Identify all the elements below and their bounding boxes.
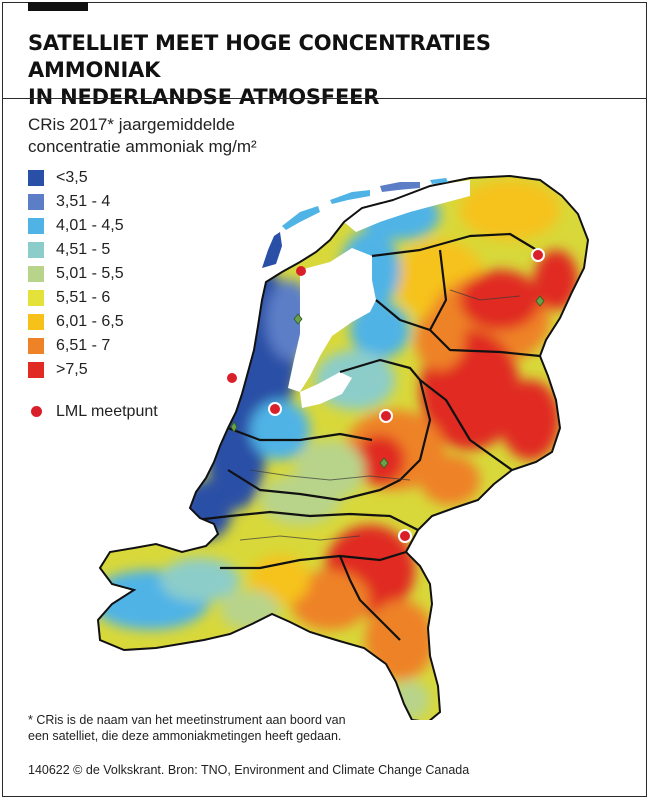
legend-station-label: LML meetpunt (56, 403, 158, 420)
lml-stations (227, 248, 545, 543)
legend-swatch (28, 290, 44, 306)
lml-station (268, 402, 282, 416)
netherlands-map (96, 174, 590, 720)
legend-title-line-1: CRis 2017* jaargemiddelde (28, 115, 235, 134)
legend-label: 4,01 - 4,5 (56, 217, 124, 234)
title-line-1: SATELLIET MEET HOGE CONCENTRATIES AMMONI… (28, 31, 491, 82)
legend-label: 5,01 - 5,5 (56, 265, 124, 282)
title-divider (2, 98, 647, 99)
legend-swatch (28, 362, 44, 378)
lml-station (379, 409, 393, 423)
legend-swatch (28, 218, 44, 234)
lml-station (531, 248, 545, 262)
legend-swatch (28, 170, 44, 186)
legend-label: >7,5 (56, 361, 88, 378)
header-accent-bar (28, 2, 88, 11)
lml-station (398, 529, 412, 543)
station-dot-icon (31, 406, 42, 417)
wadden-islands (262, 178, 448, 268)
footnote-line-2: een satelliet, die deze ammoniakmetingen… (28, 729, 342, 743)
legend-swatch (28, 194, 44, 210)
legend-label: <3,5 (56, 169, 88, 186)
lml-station (296, 266, 306, 276)
legend-label: 6,01 - 6,5 (56, 313, 124, 330)
legend-label: 6,51 - 7 (56, 337, 111, 354)
legend-swatch (28, 314, 44, 330)
title-line-2: IN NEDERLANDSE ATMOSFEER (28, 85, 380, 109)
lml-station (227, 373, 237, 383)
nature-markers (230, 295, 545, 469)
legend-swatch (28, 242, 44, 258)
legend-title: CRis 2017* jaargemiddelde concentratie a… (28, 114, 328, 158)
legend-swatch (28, 338, 44, 354)
source-credit: 140622 © de Volkskrant. Bron: TNO, Envir… (28, 763, 470, 777)
footnote-line-1: * CRis is de naam van het meetinstrument… (28, 713, 346, 727)
legend-title-line-2: concentratie ammoniak mg/m² (28, 137, 257, 156)
legend-label: 4,51 - 5 (56, 241, 111, 258)
footnote: * CRis is de naam van het meetinstrument… (28, 712, 408, 744)
legend-label: 3,51 - 4 (56, 193, 111, 210)
legend-label: 5,51 - 6 (56, 289, 111, 306)
legend-swatch (28, 266, 44, 282)
page-title: SATELLIET MEET HOGE CONCENTRATIES AMMONI… (28, 30, 628, 111)
